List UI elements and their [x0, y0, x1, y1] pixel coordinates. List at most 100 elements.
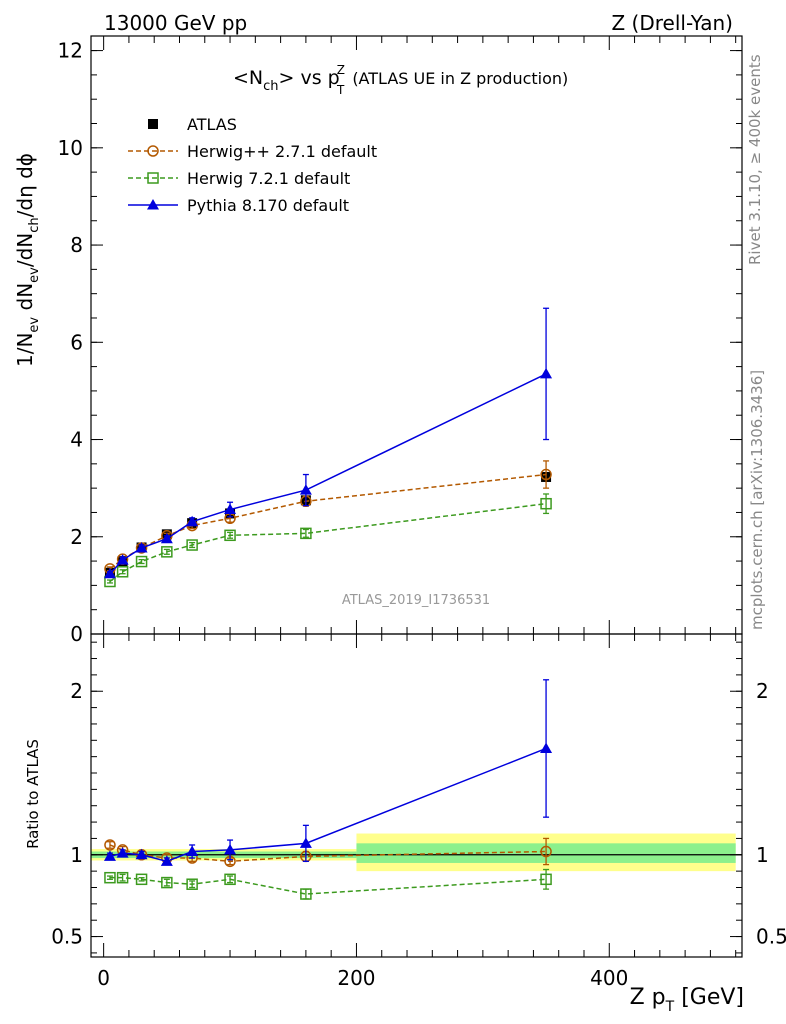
xlabel-a: Z p	[630, 985, 666, 1010]
series-line	[109, 844, 547, 863]
y-tick-label: 1	[756, 843, 769, 867]
ylabel-p1: 1/N	[13, 333, 37, 367]
y-tick-label: 12	[58, 39, 83, 63]
data-point	[224, 843, 237, 855]
mcplots-label: mcplots.cern.ch [arXiv:1306.3436]	[748, 370, 766, 630]
header-right: Z (Drell-Yan)	[611, 11, 733, 35]
data-point	[160, 532, 173, 544]
series-line	[109, 373, 547, 575]
legend: ATLAS Herwig++ 2.7.1 default Herwig 7.2.1 …	[128, 115, 377, 215]
ylabel-s3: ch	[27, 217, 42, 232]
ratio-panel: 0.5 0.5 1 1 2 2 0 200 400	[51, 633, 786, 990]
y-axis-label-main: 1/Nev dNev/dNch/dη dϕ	[13, 153, 42, 367]
data-point	[299, 837, 312, 848]
x-axis-label: Z pT [GeV]	[630, 985, 744, 1015]
data-point	[135, 873, 148, 886]
y-axis-label-ratio: Ratio to ATLAS	[24, 739, 42, 849]
data-point	[104, 871, 116, 884]
data-point	[186, 539, 198, 551]
series-pythia-8-170-default	[103, 679, 553, 866]
data-point	[540, 367, 553, 379]
title-ch: ch	[263, 79, 278, 94]
title-sup: Z	[337, 63, 345, 77]
data-point	[224, 529, 236, 542]
legend-label: Herwig 7.2.1 default	[187, 169, 350, 188]
data-point	[116, 871, 129, 884]
y-tick-label: 0.5	[756, 925, 786, 949]
legend-item: ATLAS	[148, 115, 237, 134]
y-tick-label: 6	[70, 330, 83, 354]
data-point	[116, 566, 129, 578]
y-tick-label: 1	[70, 843, 83, 867]
legend-marker	[147, 145, 159, 157]
legend-marker	[147, 199, 159, 210]
ylabel-s2: ev	[27, 267, 42, 283]
ylabel-p4: /dη dϕ	[13, 153, 37, 217]
data-point	[135, 555, 148, 568]
title-lt: <N	[233, 67, 263, 89]
data-point	[186, 878, 198, 890]
panel-frame	[90, 633, 743, 958]
data-point	[300, 527, 312, 540]
xlabel-b: [GeV]	[674, 985, 744, 1010]
analysis-watermark: ATLAS_2019_I1736531	[342, 593, 490, 608]
data-point	[103, 850, 116, 861]
ylabel-p2: dN	[13, 283, 37, 317]
data-point	[186, 515, 199, 527]
data-point	[224, 873, 236, 886]
y-tick-label: 0.5	[51, 925, 83, 949]
data-point	[135, 848, 148, 860]
plot-title: <Nch> vs pZ T (ATLAS UE in Z production)	[233, 63, 568, 97]
legend-marker	[147, 172, 159, 184]
ylabel-s1: ev	[27, 317, 42, 333]
series-herwig-7-2-1-default	[104, 493, 552, 588]
legend-label: ATLAS	[187, 115, 237, 134]
data-point	[540, 468, 552, 481]
data-point	[161, 876, 173, 889]
y-tick-label: 8	[70, 233, 83, 257]
legend-label: Pythia 8.170 default	[187, 196, 349, 215]
y-tick-label: 2	[70, 525, 83, 549]
data-point	[116, 847, 129, 858]
x-tick-label: 0	[97, 966, 110, 990]
xlabel-sub: T	[665, 999, 675, 1015]
data-point	[540, 497, 552, 510]
x-tick-label: 400	[590, 966, 628, 990]
data-point	[300, 888, 312, 900]
legend-item: Herwig++ 2.7.1 default	[128, 142, 377, 161]
main-panel: 0 2 4 6 8 10 12	[58, 35, 743, 646]
y-tick-label: 0	[70, 622, 83, 646]
data-point	[135, 541, 148, 553]
y-tick-label: 2	[756, 679, 769, 703]
title-gt: > vs p	[279, 67, 340, 89]
title-sub: T	[336, 83, 345, 97]
series-pythia-8-170-default	[103, 307, 553, 579]
legend-label: Herwig++ 2.7.1 default	[187, 142, 377, 161]
data-point	[224, 503, 237, 515]
series-line	[109, 473, 547, 570]
data-point	[540, 873, 552, 886]
rivet-label: Rivet 3.1.10, ≥ 400k events	[746, 54, 764, 265]
data-point	[103, 567, 116, 579]
data-point	[186, 845, 199, 857]
title-rest: (ATLAS UE in Z production)	[352, 69, 568, 88]
y-tick-label: 10	[58, 136, 83, 160]
data-point	[540, 742, 553, 753]
data-point	[299, 484, 312, 495]
x-tick-label: 200	[337, 966, 375, 990]
series-line	[109, 876, 547, 895]
series-herwig-7-2-1-default	[104, 868, 552, 900]
legend-item: Herwig 7.2.1 default	[128, 169, 350, 188]
data-point	[161, 546, 173, 558]
data-point	[540, 845, 552, 858]
series-line	[109, 502, 547, 583]
data-point	[160, 855, 173, 866]
y-tick-label: 2	[70, 679, 83, 703]
data-point	[104, 839, 116, 851]
legend-item: Pythia 8.170 default	[128, 196, 349, 215]
ylabel-p3: /dN	[13, 233, 37, 267]
data-point	[116, 554, 129, 565]
legend-marker	[148, 119, 158, 129]
y-tick-label: 4	[70, 428, 83, 452]
